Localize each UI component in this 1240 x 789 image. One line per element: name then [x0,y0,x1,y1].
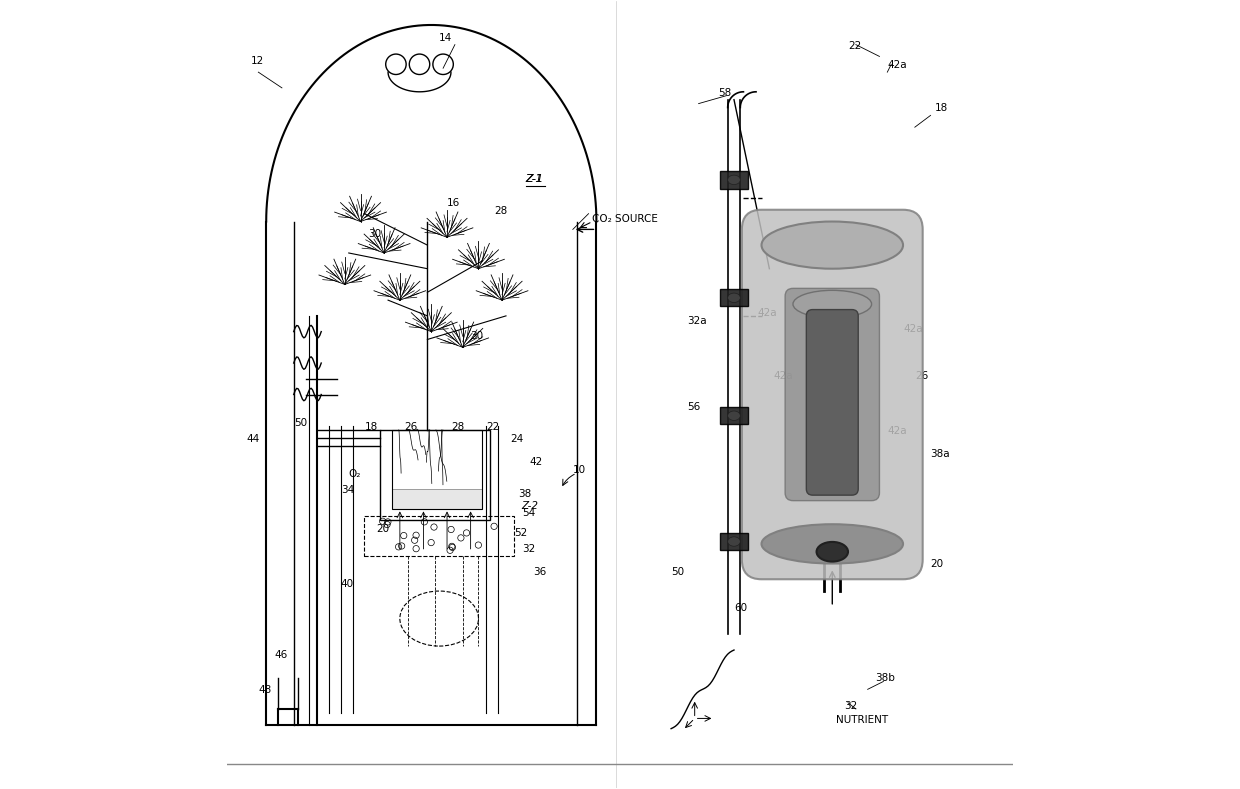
Text: 28: 28 [451,422,464,432]
Text: 30: 30 [471,331,484,342]
Text: 42a: 42a [888,60,906,70]
Ellipse shape [728,293,740,302]
Text: 20: 20 [930,559,944,570]
Text: 42a: 42a [774,371,792,381]
Text: 44: 44 [247,434,260,443]
Text: 12: 12 [250,56,264,66]
Text: 10: 10 [573,466,587,475]
Bar [392,430,482,508]
Text: 54: 54 [522,508,534,518]
Text: 32: 32 [844,701,857,711]
Text: 22: 22 [848,40,862,50]
FancyBboxPatch shape [785,288,879,501]
Ellipse shape [728,411,740,421]
Text: 50: 50 [294,418,306,428]
Text: Z-1: Z-1 [526,174,544,184]
Text: 48: 48 [258,686,272,695]
Text: 38b: 38b [875,674,895,683]
Text: 18: 18 [365,422,378,432]
Text: 42: 42 [529,458,543,467]
Text: 32a: 32a [687,316,707,326]
Ellipse shape [728,175,740,185]
Text: 50: 50 [671,567,684,578]
Text: NUTRIENT: NUTRIENT [836,715,888,725]
Bar [720,171,748,189]
Text: 42a: 42a [758,308,777,318]
Text: 26: 26 [404,422,417,432]
Text: 28: 28 [495,206,507,215]
Ellipse shape [817,542,848,562]
Text: 18: 18 [935,103,947,114]
Text: 32: 32 [522,544,534,554]
Text: 22: 22 [486,422,500,432]
Text: 46: 46 [274,650,288,660]
Bar [392,489,482,508]
Text: 24: 24 [510,434,523,443]
Text: 36: 36 [533,567,547,578]
FancyBboxPatch shape [742,210,923,579]
Ellipse shape [792,290,872,318]
Text: O₂: O₂ [348,469,361,479]
Text: Z-2: Z-2 [522,500,538,510]
Text: 38: 38 [518,488,531,499]
Ellipse shape [761,524,903,563]
Bar [720,407,748,424]
Text: 26: 26 [915,371,928,381]
Bar [720,533,748,550]
Bar [720,289,748,306]
Bar [365,516,513,555]
Text: 42a: 42a [903,323,923,334]
Bar [381,430,490,520]
Text: 14: 14 [439,32,453,43]
Text: 40: 40 [341,579,353,589]
Text: 38a: 38a [930,450,950,459]
Text: 56: 56 [687,402,701,412]
FancyBboxPatch shape [806,309,858,495]
Text: 42a: 42a [888,426,906,436]
Text: Z-1: Z-1 [526,174,543,184]
Text: 34: 34 [341,484,355,495]
Ellipse shape [761,222,903,269]
Ellipse shape [728,537,740,546]
Text: CO₂ SOURCE: CO₂ SOURCE [593,214,658,223]
Text: 52: 52 [513,528,527,538]
Text: 60: 60 [734,603,748,613]
Text: 16: 16 [448,198,460,208]
Text: 30: 30 [368,230,382,239]
Text: 58: 58 [718,88,732,98]
Text: 20: 20 [376,524,389,534]
